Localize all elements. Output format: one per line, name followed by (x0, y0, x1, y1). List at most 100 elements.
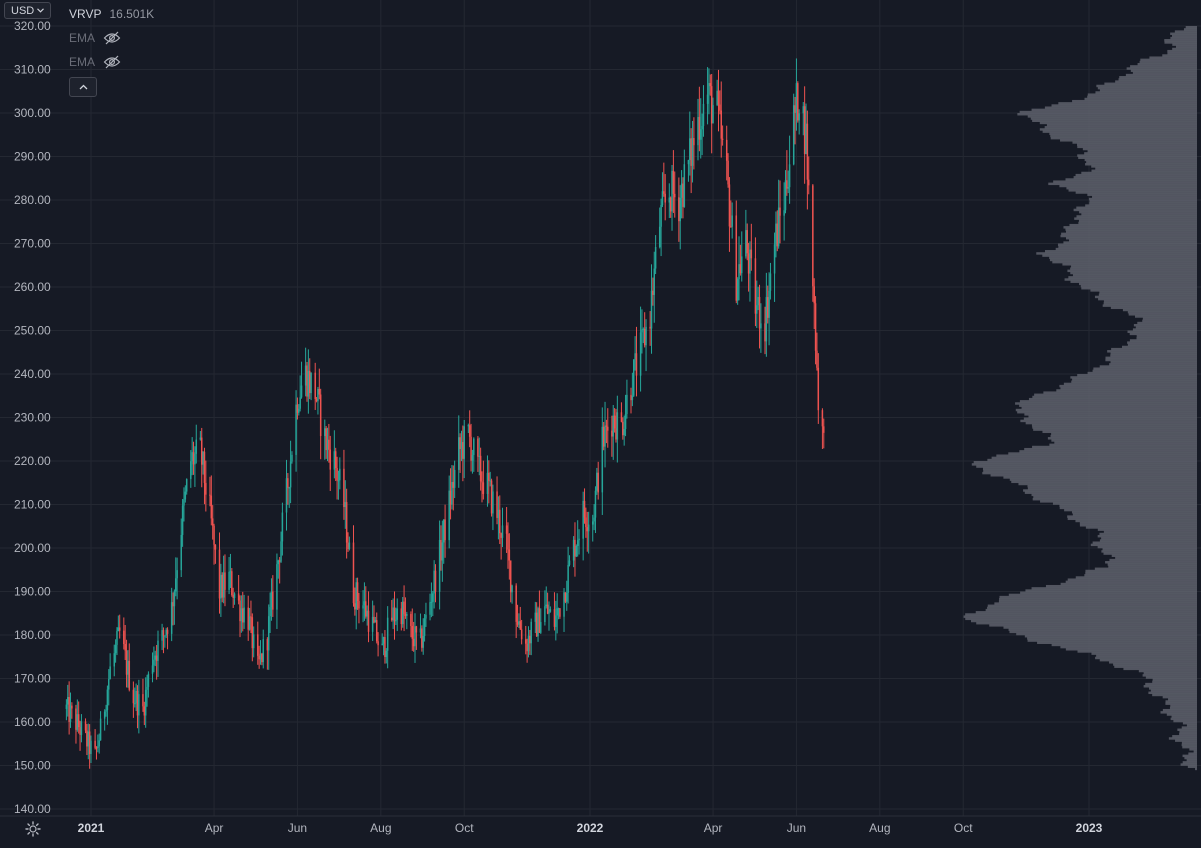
volume-profile-bar (994, 602, 1197, 605)
candle-body (377, 641, 379, 646)
candle-body (701, 125, 703, 130)
legend-ema-1[interactable]: EMA (69, 28, 121, 48)
candle-body (615, 428, 617, 440)
volume-profile-bar (1070, 267, 1197, 270)
candle-body (124, 644, 126, 651)
candle-body (798, 113, 800, 121)
volume-profile-bar (1172, 47, 1197, 51)
price-axis[interactable]: 140.00 150.00 160.00 170.00 180.00 190.00 200.… (14, 19, 51, 816)
candle-body (354, 603, 356, 610)
volume-profile-bar (1152, 678, 1197, 681)
volume-profile-bar (965, 617, 1197, 621)
candle-body (669, 197, 672, 212)
volume-profile-bar (1081, 287, 1197, 290)
volume-profile-bar (1084, 158, 1197, 162)
volume-profile-bar (1073, 176, 1197, 179)
volume-profile-bar (1170, 32, 1197, 35)
candle-body (451, 481, 453, 505)
settings-button[interactable] (22, 818, 44, 840)
candle-body (123, 630, 125, 645)
volume-profile-bar (1173, 719, 1197, 723)
candle-body (363, 601, 366, 606)
candle-body (587, 524, 590, 532)
volume-profile-bar (1081, 213, 1197, 216)
candle-body (814, 303, 817, 351)
x-tick-label: Oct (455, 821, 474, 835)
candle-body (462, 442, 464, 459)
volume-profile-bar (1169, 706, 1197, 710)
volume-profile-bar (1070, 376, 1197, 379)
candle-body (721, 138, 724, 140)
candle-body (739, 264, 742, 274)
volume-profile-bar (1060, 645, 1197, 649)
candle-body (258, 655, 260, 660)
candle-body (594, 490, 597, 518)
candle-body (658, 226, 661, 248)
volume-profile-bar (1067, 515, 1197, 518)
candle-body (545, 604, 548, 607)
candle-body (404, 614, 407, 616)
volume-profile-bar (1091, 169, 1197, 173)
eye-off-icon[interactable] (103, 55, 121, 69)
candle-body (113, 653, 115, 667)
volume-profile-bar (1074, 217, 1197, 220)
candle-body (147, 673, 150, 687)
candle-body (180, 534, 182, 571)
candle-body (374, 620, 377, 623)
candle-body (429, 602, 431, 615)
volume-profile-bar (971, 619, 1197, 623)
candle-body (578, 538, 580, 541)
volume-profile-bar (1072, 99, 1197, 103)
candle-body (205, 482, 207, 495)
candle-body (333, 451, 336, 470)
volume-profile-bar (1069, 239, 1197, 242)
volume-profile-bar (1078, 282, 1197, 286)
y-tick-label: 240.00 (14, 367, 51, 381)
candle-body (88, 731, 91, 754)
volume-profile-bar (1003, 626, 1197, 629)
volume-profile-bar (1096, 654, 1197, 658)
volume-profile-bar (1137, 321, 1197, 325)
eye-off-icon[interactable] (103, 31, 121, 45)
candle-body (630, 394, 632, 401)
volume-profile-bar (1080, 284, 1197, 288)
currency-button[interactable]: USD (4, 2, 52, 19)
volume-profile-bar (1052, 260, 1197, 264)
volume-profile-bar (1126, 67, 1197, 70)
volume-profile-bar (1032, 119, 1197, 122)
volume-profile-bar (975, 611, 1197, 614)
collapse-legend-button[interactable] (69, 77, 97, 97)
volume-profile-bar (1105, 561, 1197, 564)
candle-body (381, 643, 383, 646)
candle-body (138, 694, 140, 716)
candle-body (787, 187, 789, 189)
volume-profile-bar (1148, 691, 1197, 695)
candle-body (415, 626, 418, 633)
volume-profile-bar (985, 608, 1197, 612)
candle-body (166, 629, 169, 634)
candle-body (509, 560, 512, 593)
candle-body (556, 608, 558, 616)
legend-ema-2[interactable]: EMA (69, 52, 121, 72)
candle-body (87, 731, 90, 747)
volume-profile-bar (1082, 147, 1197, 151)
candle-body (248, 616, 251, 630)
candle-body (497, 509, 500, 518)
candle-body (191, 452, 193, 462)
legend-vrvp[interactable]: VRVP 16.501K (69, 4, 154, 24)
time-axis[interactable]: 2021 Apr Jun Aug Oct 2022 Apr Jun Aug Oct 2023 (78, 821, 1103, 835)
candle-body (612, 415, 614, 437)
volume-profile-bar (1063, 382, 1197, 386)
x-tick-label: 2022 (577, 821, 604, 835)
volume-profile-bar (1110, 352, 1197, 355)
candle-body (679, 197, 681, 222)
candle-body (173, 591, 176, 607)
y-tick-label: 310.00 (14, 63, 51, 77)
candle-body (643, 328, 646, 346)
candle-body (530, 621, 532, 644)
chevron-up-icon (79, 84, 87, 90)
candle-body (597, 472, 599, 493)
candle-body (98, 740, 100, 747)
candle-body (719, 104, 721, 111)
